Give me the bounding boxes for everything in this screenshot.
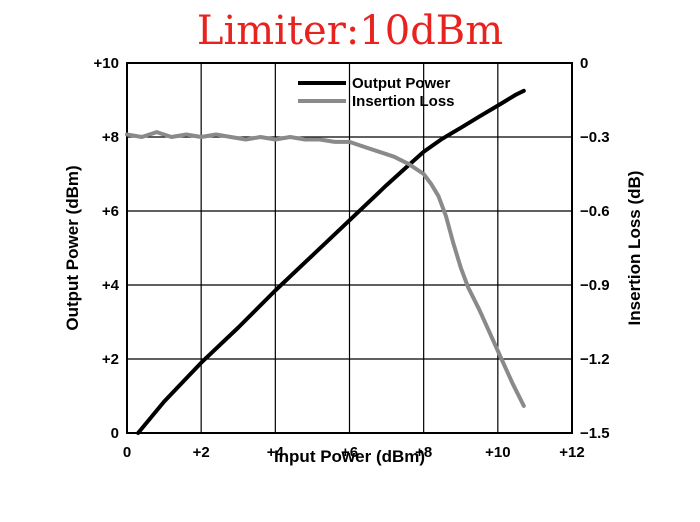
y2-tick-label: −1.5	[580, 425, 610, 442]
plot-frame	[126, 62, 573, 434]
series-line-output-power	[136, 88, 526, 435]
x-tick-label: +6	[341, 444, 358, 461]
x-tick-label: +2	[193, 444, 210, 461]
y2-tick-label: −0.3	[580, 129, 610, 146]
legend-label-output-power: Output Power	[352, 75, 450, 92]
y2-tick-label: 0	[580, 55, 588, 72]
x-tick-label: +4	[267, 444, 285, 461]
y-tick-label: +4	[102, 277, 120, 294]
x-tick-label: +10	[485, 444, 510, 461]
y-tick-label: +2	[102, 351, 119, 368]
legend-label-insertion-loss: Insertion Loss	[352, 93, 455, 110]
y-tick-label: +6	[102, 203, 119, 220]
y-tick-label: +8	[102, 129, 119, 146]
y2-tick-label: −1.2	[580, 351, 610, 368]
x-axis-label: Input Power (dBm)	[274, 447, 425, 466]
y-axis-label: Output Power (dBm)	[63, 165, 82, 330]
y2-axis-label: Insertion Loss (dB)	[625, 171, 644, 326]
y2-tick-label: −0.9	[580, 277, 610, 294]
x-tick-label: +8	[415, 444, 432, 461]
series-line-insertion-loss	[125, 130, 526, 408]
y2-tick-label: −0.6	[580, 203, 610, 220]
y-tick-label: 0	[111, 425, 119, 442]
y-tick-label: +10	[94, 55, 119, 72]
x-tick-label: 0	[123, 444, 131, 461]
chart-title: Limiter:10dBm	[196, 8, 504, 54]
x-tick-label: +12	[559, 444, 584, 461]
